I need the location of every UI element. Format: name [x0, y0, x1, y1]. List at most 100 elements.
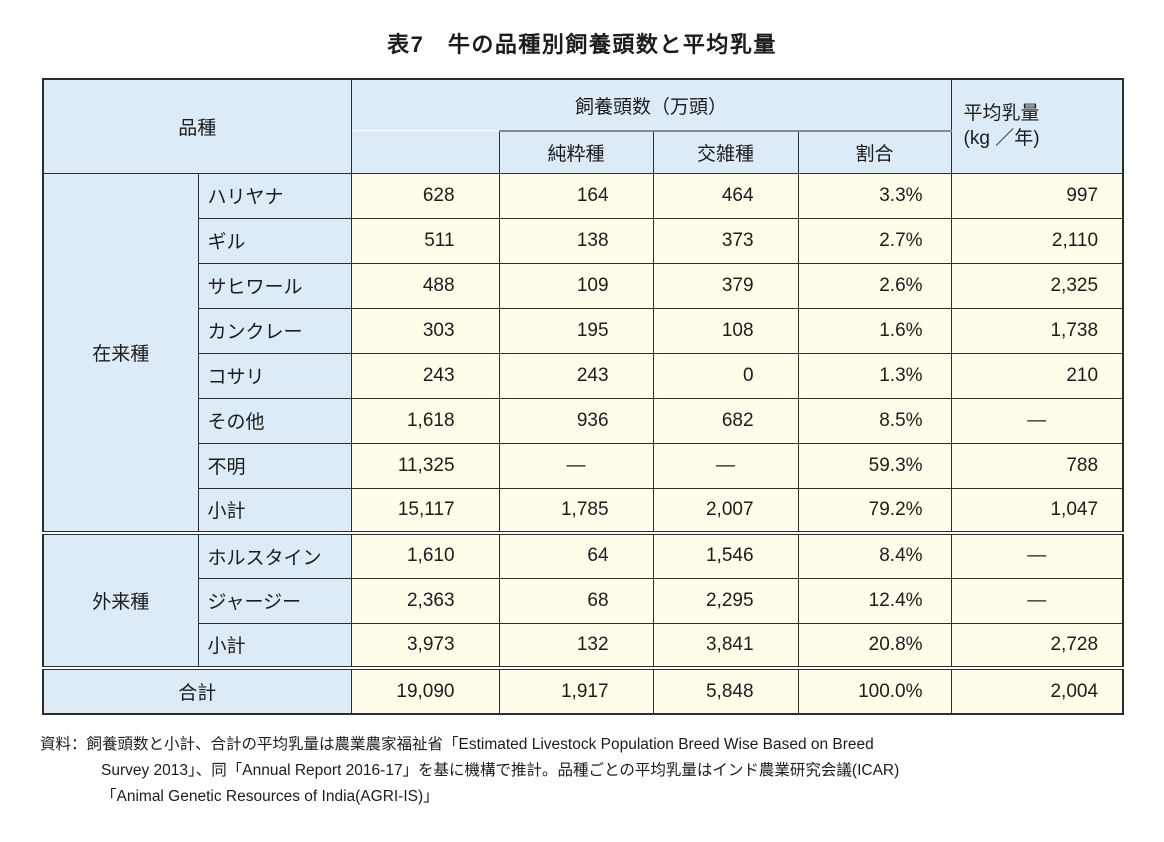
cell-total: 3,973	[350, 622, 500, 669]
cell-cross: 373	[652, 217, 799, 264]
cell-pure: 132	[498, 622, 654, 669]
cell-ratio: 79.2%	[797, 487, 952, 534]
cell-pure: 68	[498, 577, 654, 624]
cell-milk: 788	[950, 442, 1124, 489]
cell-cross: 3,841	[652, 622, 799, 669]
header-milk-line2: (kg ／年)	[963, 128, 1040, 150]
cell-cross: 108	[652, 307, 799, 354]
cell-ratio: 3.3%	[797, 172, 952, 219]
cell-ratio: 2.7%	[797, 217, 952, 264]
cell-milk: —	[950, 577, 1124, 624]
table-row: 小計 15,117 1,785 2,007 79.2% 1,047	[43, 487, 1124, 534]
table-row: コサリ 243 243 0 1.3% 210	[43, 352, 1124, 399]
table-row: その他 1,618 936 682 8.5% —	[43, 397, 1124, 444]
cell-pure: 164	[498, 172, 654, 219]
group-label: 在来種	[42, 172, 199, 534]
cell-milk: —	[950, 531, 1124, 579]
table-body: 在来種 ハリヤナ 628 164 464 3.3% 997 ギル 511 138 373 2.7% 2,…	[42, 172, 1124, 715]
cell-milk: 2,110	[950, 217, 1124, 264]
cell-cross: 682	[652, 397, 799, 444]
cell-total: 511	[350, 217, 500, 264]
cell-milk: —	[950, 397, 1124, 444]
table-row: サヒワール 488 109 379 2.6% 2,325	[43, 262, 1124, 309]
cell-total: 488	[350, 262, 500, 309]
breed-label: コサリ	[197, 352, 352, 399]
breed-label: ジャージー	[197, 577, 352, 624]
cell-pure: 243	[498, 352, 654, 399]
source-note: 資料：飼養頭数と小計、合計の平均乳量は農業農家福祉省「Estimated Liv…	[40, 732, 1164, 810]
breed-label: その他	[197, 397, 352, 444]
breed-label: ギル	[197, 217, 352, 264]
document-page: 表7 牛の品種別飼養頭数と平均乳量 品種 飼養頭数（万頭） 平均乳量 (kg ／…	[0, 30, 1164, 842]
cell-total: 11,325	[350, 442, 500, 489]
header-crossbred: 交雑種	[652, 130, 799, 174]
cell-pure: —	[498, 442, 654, 489]
table-row: 小計 3,973 132 3,841 20.8% 2,728	[43, 622, 1124, 669]
breed-table: 品種 飼養頭数（万頭） 平均乳量 (kg ／年) 純粋種 交雑種 割合 在来種ハ…	[42, 78, 1125, 715]
cell-total: 1,618	[350, 397, 500, 444]
source-note-line: 「Animal Genetic Resources of India(AGRI-…	[101, 788, 439, 805]
cell-pure: 64	[498, 531, 654, 579]
cell-ratio: 20.8%	[797, 622, 952, 669]
header-ratio: 割合	[797, 130, 952, 174]
table-row: 外来種 ホルスタイン 1,610 64 1,546 8.4% —	[42, 531, 1124, 669]
cell-pure: 1,785	[498, 487, 654, 534]
cell-milk: 2,325	[950, 262, 1124, 309]
header-breed: 品種	[42, 78, 352, 174]
cell-cross: 1,546	[652, 531, 799, 579]
table-row: ジャージー 2,363 68 2,295 12.4% —	[43, 577, 1124, 624]
header-purebred: 純粋種	[498, 130, 654, 174]
table-row: カンクレー 303 195 108 1.6% 1,738	[43, 307, 1124, 354]
cell-cross: 2,007	[652, 487, 799, 534]
cell-ratio: 2.6%	[797, 262, 952, 309]
breed-label: 小計	[197, 622, 352, 669]
cell-pure: 138	[498, 217, 654, 264]
cell-milk: 2,004	[950, 666, 1124, 715]
header-milk: 平均乳量 (kg ／年)	[950, 78, 1124, 174]
cell-cross: 464	[652, 172, 799, 219]
grand-total-row: 合計 19,090 1,917 5,848 100.0% 2,004	[42, 666, 1124, 715]
breed-label: ハリヤナ	[197, 172, 352, 219]
cell-total: 15,117	[350, 487, 500, 534]
cell-cross: 2,295	[652, 577, 799, 624]
cell-total: 628	[350, 172, 500, 219]
group-label: 外来種	[42, 531, 199, 669]
breed-label: 不明	[197, 442, 352, 489]
grand-total-label: 合計	[42, 666, 352, 715]
table-row: ギル 511 138 373 2.7% 2,110	[43, 217, 1124, 264]
cell-milk: 2,728	[950, 622, 1124, 669]
breed-label: サヒワール	[197, 262, 352, 309]
cell-ratio: 12.4%	[797, 577, 952, 624]
breed-label: カンクレー	[197, 307, 352, 354]
header-milk-line1: 平均乳量	[963, 103, 1040, 125]
breed-label: 小計	[197, 487, 352, 534]
cell-milk: 1,047	[950, 487, 1124, 534]
cell-total: 303	[350, 307, 500, 354]
source-note-line: 資料：飼養頭数と小計、合計の平均乳量は農業農家福祉省「Estimated Liv…	[40, 736, 874, 753]
cell-cross: 379	[652, 262, 799, 309]
cell-cross: 5,848	[652, 666, 799, 715]
table-header: 品種 飼養頭数（万頭） 平均乳量 (kg ／年) 純粋種 交雑種 割合	[42, 78, 1124, 174]
cell-ratio: 100.0%	[797, 666, 952, 715]
cell-total: 2,363	[350, 577, 500, 624]
cell-ratio: 8.5%	[797, 397, 952, 444]
cell-cross: —	[652, 442, 799, 489]
table-title: 表7 牛の品種別飼養頭数と平均乳量	[387, 32, 777, 57]
table-row: 不明 11,325— —59.3% 788	[43, 442, 1124, 489]
cell-milk: 210	[950, 352, 1124, 399]
cell-pure: 936	[498, 397, 654, 444]
breed-label: ホルスタイン	[197, 531, 352, 579]
cell-pure: 109	[498, 262, 654, 309]
cell-ratio: 8.4%	[797, 531, 952, 579]
cell-pure: 1,917	[498, 666, 654, 715]
cell-total: 1,610	[350, 531, 500, 579]
cell-cross: 0	[652, 352, 799, 399]
source-note-line: Survey 2013」、同「Annual Report 2016-17」を基に…	[101, 762, 900, 779]
table-row: 在来種 ハリヤナ 628 164 464 3.3% 997	[42, 172, 1124, 534]
cell-milk: 997	[950, 172, 1124, 219]
cell-total: 243	[350, 352, 500, 399]
header-heads-group: 飼養頭数（万頭）	[350, 78, 952, 132]
cell-ratio: 1.3%	[797, 352, 952, 399]
cell-ratio: 1.6%	[797, 307, 952, 354]
cell-ratio: 59.3%	[797, 442, 952, 489]
